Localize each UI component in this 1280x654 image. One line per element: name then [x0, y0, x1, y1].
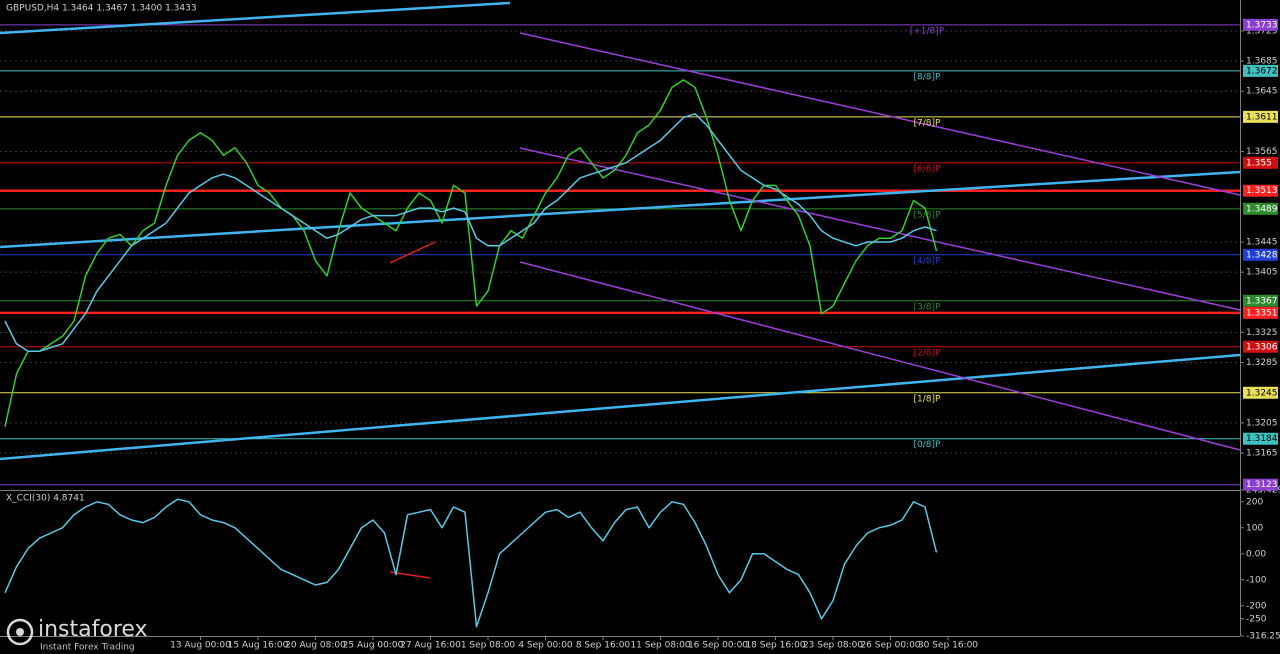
- y-tick-label: 1.3325: [1246, 328, 1278, 338]
- y-tick-label: 1.3645: [1246, 87, 1278, 97]
- level-box: [1243, 432, 1278, 445]
- x-tick-label: 11 Sep 08:00: [630, 641, 690, 651]
- watermark-brand: instaforex: [38, 617, 148, 642]
- level-value: 1.3184: [1246, 434, 1278, 444]
- y-tick-label: 1.3725: [1246, 26, 1278, 36]
- x-tick-label: 13 Aug 00:00: [170, 641, 231, 651]
- channel-line: [519, 32, 1241, 196]
- y-tick-label: 200: [1246, 497, 1263, 507]
- logo-icon: [16, 628, 24, 636]
- y-tick-label: -200: [1246, 601, 1267, 611]
- y-tick-label: -100: [1246, 575, 1267, 585]
- level-label: [3/8]P: [914, 302, 942, 312]
- y-tick-label: -316.257: [1246, 632, 1280, 642]
- watermark-tagline: Instant Forex Trading: [40, 643, 135, 653]
- level-value: 1.3351: [1246, 308, 1278, 318]
- x-tick-label: 4 Sep 00:00: [518, 641, 573, 651]
- level-value: 1.3367: [1246, 296, 1278, 306]
- level-value: 1.3513: [1246, 186, 1278, 196]
- level-value: 1.3672: [1246, 66, 1278, 76]
- series-line: [4, 113, 937, 353]
- x-tick-label: 15 Aug 16:00: [228, 641, 289, 651]
- x-tick-label: 20 Aug 08:00: [285, 641, 346, 651]
- level-box: [1243, 18, 1278, 31]
- x-tick-label: 23 Sep 08:00: [803, 641, 863, 651]
- x-tick-label: 26 Sep 00:00: [860, 641, 920, 651]
- level-box: [1243, 64, 1278, 77]
- trendlines: [0, 1, 1241, 579]
- y-tick-label: 1.3405: [1246, 268, 1278, 278]
- level-label: [6/8]P: [914, 164, 942, 174]
- level-label: [7/8]P: [914, 118, 942, 128]
- trendline: [0, 1, 511, 35]
- level-box: [1243, 478, 1278, 491]
- level-value: 1.3123: [1246, 480, 1278, 490]
- level-box: [1243, 110, 1278, 123]
- level-box: [1243, 248, 1278, 261]
- level-value: 1.355: [1246, 158, 1272, 168]
- level-value: 1.3733: [1246, 20, 1278, 30]
- level-label: [+1/8]P: [910, 26, 945, 36]
- level-box: [1243, 156, 1278, 169]
- level-value: 1.3306: [1246, 342, 1278, 352]
- level-box: [1243, 202, 1278, 215]
- x-tick-label: 27 Aug 16:00: [400, 641, 461, 651]
- y-tick-label: 1.3205: [1246, 418, 1278, 428]
- logo-icon: [6, 618, 34, 646]
- series-line: [4, 498, 938, 628]
- y-tick-label: 100: [1246, 523, 1263, 533]
- y-tick-label: 1.3285: [1246, 358, 1278, 368]
- channel-line: [519, 147, 1241, 311]
- trendline: [0, 353, 1241, 461]
- x-tick-label: 18 Sep 16:00: [745, 641, 805, 651]
- y-tick-label: -250: [1246, 614, 1267, 624]
- channel-line: [519, 261, 1241, 451]
- y-tick-label: 1.3165: [1246, 449, 1278, 459]
- x-tick-label: 25 Aug 00:00: [343, 641, 404, 651]
- indicator-title: X_CCI(30) 4.8741: [6, 494, 85, 504]
- level-value: 1.3611: [1246, 112, 1278, 122]
- y-tick-label: 1.3445: [1246, 237, 1278, 247]
- y-tick-label: 1.3565: [1246, 147, 1278, 157]
- y-tick-label: 1.3685: [1246, 57, 1278, 67]
- x-tick-label: 30 Sep 16:00: [918, 641, 978, 651]
- divergence-line: [389, 241, 436, 264]
- level-value: 1.3245: [1246, 388, 1278, 398]
- level-label: [4/8]P: [914, 256, 942, 266]
- level-box: [1243, 340, 1278, 353]
- level-label: [8/8]P: [914, 72, 942, 82]
- level-label: [0/8]P: [914, 440, 942, 450]
- x-tick-label: 1 Sep 08:00: [461, 641, 516, 651]
- level-box: [1243, 184, 1278, 197]
- y-tick-label: 0.00: [1246, 549, 1266, 559]
- level-label: [2/8]P: [914, 348, 942, 358]
- level-box: [1243, 306, 1278, 319]
- x-tick-label: 16 Sep 00:00: [688, 641, 748, 651]
- x-tick-label: 8 Sep 16:00: [576, 641, 631, 651]
- level-value: 1.3428: [1246, 250, 1278, 260]
- level-box: [1243, 386, 1278, 399]
- level-value: 1.3489: [1246, 204, 1278, 214]
- watermark: instaforex Instant Forex Trading: [6, 617, 148, 653]
- chart-title: GBPUSD,H4 1.3464 1.3467 1.3400 1.3433: [6, 4, 197, 14]
- level-label: [1/8]P: [914, 394, 942, 404]
- level-box: [1243, 294, 1278, 307]
- trendline: [0, 170, 1241, 249]
